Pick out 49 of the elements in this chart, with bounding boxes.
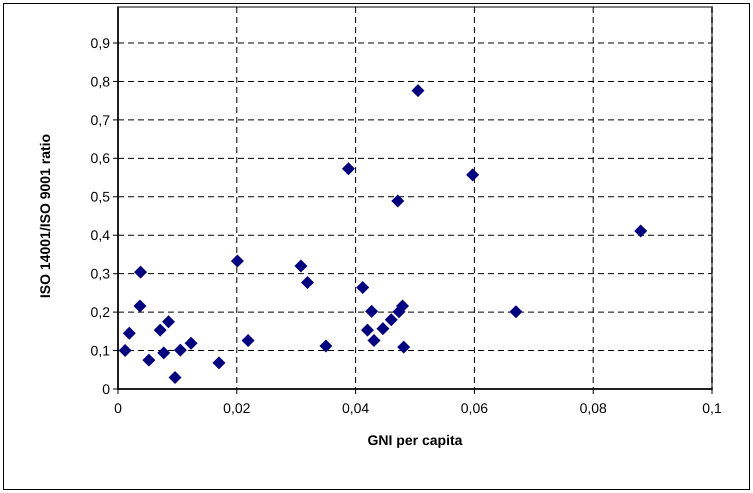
point bbox=[342, 162, 355, 176]
x-axis-title: GNI per capita bbox=[368, 432, 463, 448]
y-tick-label: 0,1 bbox=[90, 342, 110, 358]
y-tick-label: 0,8 bbox=[90, 73, 110, 90]
point bbox=[466, 168, 480, 182]
x-tick-label: 0,1 bbox=[702, 400, 722, 416]
point bbox=[391, 194, 404, 208]
point bbox=[397, 340, 410, 354]
x-tick-label: 0,04 bbox=[342, 400, 370, 416]
x-tick-label: 0,06 bbox=[460, 400, 488, 416]
point bbox=[294, 259, 308, 272]
point bbox=[174, 344, 187, 357]
y-tick-label: 0,2 bbox=[90, 304, 110, 320]
point bbox=[634, 224, 648, 238]
point bbox=[356, 281, 370, 294]
y-tick-label: 0,6 bbox=[90, 150, 110, 166]
point bbox=[118, 344, 132, 358]
point bbox=[157, 346, 170, 360]
point bbox=[162, 315, 175, 328]
point bbox=[396, 299, 410, 312]
point bbox=[212, 356, 226, 370]
point bbox=[509, 305, 522, 318]
point bbox=[319, 339, 332, 352]
x-tick-label: 0,08 bbox=[580, 400, 608, 416]
point bbox=[411, 84, 424, 98]
point bbox=[184, 336, 198, 350]
point bbox=[360, 324, 374, 337]
point bbox=[230, 254, 244, 268]
y-tick-label: 0,3 bbox=[90, 266, 110, 282]
point bbox=[168, 370, 182, 384]
point bbox=[242, 334, 255, 348]
y-tick-label: 0,5 bbox=[90, 188, 110, 205]
point bbox=[384, 313, 398, 326]
point bbox=[365, 304, 378, 318]
y-tick-label: 0,9 bbox=[90, 34, 110, 51]
x-tick-label: 0 bbox=[114, 400, 122, 416]
point bbox=[122, 326, 136, 340]
y-axis-title: ISO 14001/ISO 9001 ratio bbox=[37, 134, 53, 298]
y-tick-label: 0,7 bbox=[90, 112, 110, 128]
point bbox=[154, 324, 167, 337]
point bbox=[300, 276, 314, 290]
y-tick-label: 0,4 bbox=[90, 227, 110, 244]
point bbox=[142, 354, 156, 367]
point bbox=[376, 322, 390, 336]
x-tick-label: 0,02 bbox=[223, 400, 251, 416]
y-tick-label: 0 bbox=[102, 380, 110, 397]
point bbox=[134, 266, 148, 279]
point bbox=[368, 334, 381, 348]
point bbox=[133, 299, 146, 312]
